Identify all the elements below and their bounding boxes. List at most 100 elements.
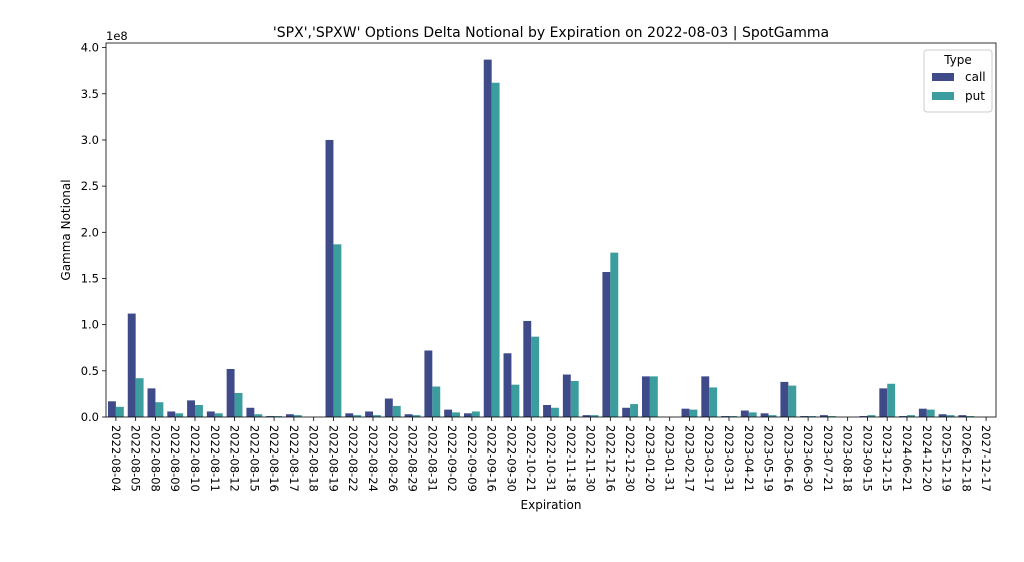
bar-put-2022-09-09 xyxy=(471,411,480,417)
bar-put-2022-08-29 xyxy=(412,415,421,417)
bar-call-2022-10-31 xyxy=(543,405,551,417)
x-tick-label: 2023-06-16 xyxy=(781,425,795,492)
legend-swatch-call xyxy=(932,73,954,81)
y-tick-label: 4.0 xyxy=(81,41,99,55)
bar-call-2024-06-21 xyxy=(899,416,907,417)
bar-call-2023-07-21 xyxy=(819,415,828,417)
bar-put-2022-12-30 xyxy=(630,404,639,417)
bar-put-2022-09-02 xyxy=(452,412,461,417)
bar-call-2023-03-31 xyxy=(721,416,729,417)
x-tick-label: 2024-12-20 xyxy=(920,425,934,492)
y-tick-label: 3.5 xyxy=(81,87,99,101)
x-tick-label: 2022-08-24 xyxy=(366,425,380,492)
x-tick-label: 2022-08-15 xyxy=(247,425,261,492)
x-tick-label: 2023-08-18 xyxy=(841,425,855,492)
legend-swatch-put xyxy=(932,92,954,100)
bars-group xyxy=(107,59,975,418)
x-tick-label: 2022-10-21 xyxy=(524,425,538,492)
bar-put-2023-07-21 xyxy=(827,416,836,417)
y-tick-label: 2.0 xyxy=(81,225,99,239)
bar-put-2023-06-16 xyxy=(788,385,797,417)
y-tick-label: 3.0 xyxy=(81,133,99,147)
bar-put-2022-09-16 xyxy=(491,82,500,418)
x-tick-label: 2023-07-21 xyxy=(821,425,835,492)
bar-put-2022-11-30 xyxy=(590,415,599,417)
x-axis: 2022-08-04 2022-08-05 2022-08-08 2022-08-09… xyxy=(109,417,993,492)
bar-put-2023-05-19 xyxy=(768,415,777,417)
x-tick-label: 2022-08-09 xyxy=(168,425,182,492)
bar-call-2022-08-31 xyxy=(424,350,433,417)
bar-call-2022-08-22 xyxy=(345,413,354,417)
bar-put-2022-08-08 xyxy=(155,402,164,417)
bar-call-2023-01-20 xyxy=(641,376,650,417)
x-tick-label: 2022-09-16 xyxy=(485,425,499,492)
x-tick-label: 2023-01-31 xyxy=(663,425,677,492)
bar-put-2023-06-30 xyxy=(808,416,817,417)
bar-call-2026-12-18 xyxy=(958,415,967,417)
bar-put-2022-08-05 xyxy=(135,378,144,417)
bar-put-2022-12-16 xyxy=(610,252,619,417)
x-tick-label: 2022-08-11 xyxy=(208,425,222,492)
x-tick-label: 2023-03-17 xyxy=(702,425,716,492)
bar-put-2023-09-15 xyxy=(867,415,876,417)
bar-call-2022-08-17 xyxy=(285,414,294,417)
x-tick-label: 2022-08-29 xyxy=(406,425,420,492)
bar-put-2025-12-19 xyxy=(946,415,955,417)
bar-put-2022-10-21 xyxy=(531,336,540,417)
x-tick-label: 2022-08-10 xyxy=(188,425,202,492)
bar-put-2022-10-31 xyxy=(551,407,559,417)
y-tick-label: 0.5 xyxy=(81,364,99,378)
y-offset-label: 1e8 xyxy=(106,29,128,43)
bar-call-2022-10-21 xyxy=(523,320,532,417)
plot-frame xyxy=(105,42,997,418)
legend-label-call: call xyxy=(965,70,986,84)
x-tick-label: 2022-08-26 xyxy=(386,425,400,492)
bar-call-2023-06-30 xyxy=(800,416,809,417)
bar-call-2024-12-20 xyxy=(918,408,927,417)
bar-call-2022-08-26 xyxy=(384,398,393,417)
bar-call-2022-08-29 xyxy=(404,414,413,417)
bar-call-2023-12-15 xyxy=(879,388,888,417)
bar-call-2022-08-08 xyxy=(147,388,156,417)
bar-call-2023-05-19 xyxy=(760,413,769,417)
x-tick-label: 2022-08-22 xyxy=(346,425,360,492)
x-tick-label: 2022-08-17 xyxy=(287,425,301,492)
x-tick-label: 2023-05-19 xyxy=(762,425,776,492)
bar-put-2022-08-16 xyxy=(274,416,283,417)
bar-put-2022-08-31 xyxy=(432,386,441,417)
x-tick-label: 2024-06-21 xyxy=(900,425,914,492)
bar-call-2023-02-17 xyxy=(681,408,690,417)
x-tick-label: 2027-12-17 xyxy=(979,425,993,492)
bar-call-2022-09-30 xyxy=(503,353,512,417)
y-tick-label: 2.5 xyxy=(81,179,99,193)
bar-call-2022-08-11 xyxy=(206,411,215,417)
bar-put-2023-03-31 xyxy=(729,416,737,417)
y-tick-label: 1.5 xyxy=(81,271,99,285)
bar-put-2023-04-21 xyxy=(748,412,757,417)
bar-put-2022-08-09 xyxy=(175,413,184,417)
x-tick-label: 2023-12-15 xyxy=(880,425,894,492)
x-tick-label: 2022-11-18 xyxy=(564,425,578,492)
bar-call-2022-08-19 xyxy=(325,139,334,417)
x-tick-label: 2022-12-30 xyxy=(623,425,637,492)
bar-put-2024-06-21 xyxy=(907,415,915,417)
x-tick-label: 2023-04-21 xyxy=(742,425,756,492)
bar-put-2022-08-15 xyxy=(254,414,263,417)
bar-call-2022-11-18 xyxy=(562,374,571,417)
bar-put-2026-12-18 xyxy=(966,416,975,417)
x-tick-label: 2022-10-31 xyxy=(544,425,558,492)
bar-call-2023-03-17 xyxy=(701,376,710,417)
x-axis-label: Expiration xyxy=(521,498,582,512)
x-tick-label: 2022-09-30 xyxy=(504,425,518,492)
bar-call-2022-12-30 xyxy=(622,407,631,417)
bar-call-2022-08-12 xyxy=(226,368,235,417)
legend-label-put: put xyxy=(965,89,985,103)
bar-call-2022-08-24 xyxy=(365,411,373,417)
x-tick-label: 2022-08-19 xyxy=(326,425,340,492)
legend-title: Type xyxy=(943,53,972,67)
x-tick-label: 2022-08-04 xyxy=(109,425,123,492)
y-axis: 0.0 0.5 1.0 1.5 2.0 2.5 3.0 3.5 4.0 xyxy=(81,41,106,424)
bar-put-2022-08-04 xyxy=(115,406,124,417)
bar-call-2022-08-05 xyxy=(127,313,136,417)
x-tick-label: 2023-06-30 xyxy=(801,425,815,492)
